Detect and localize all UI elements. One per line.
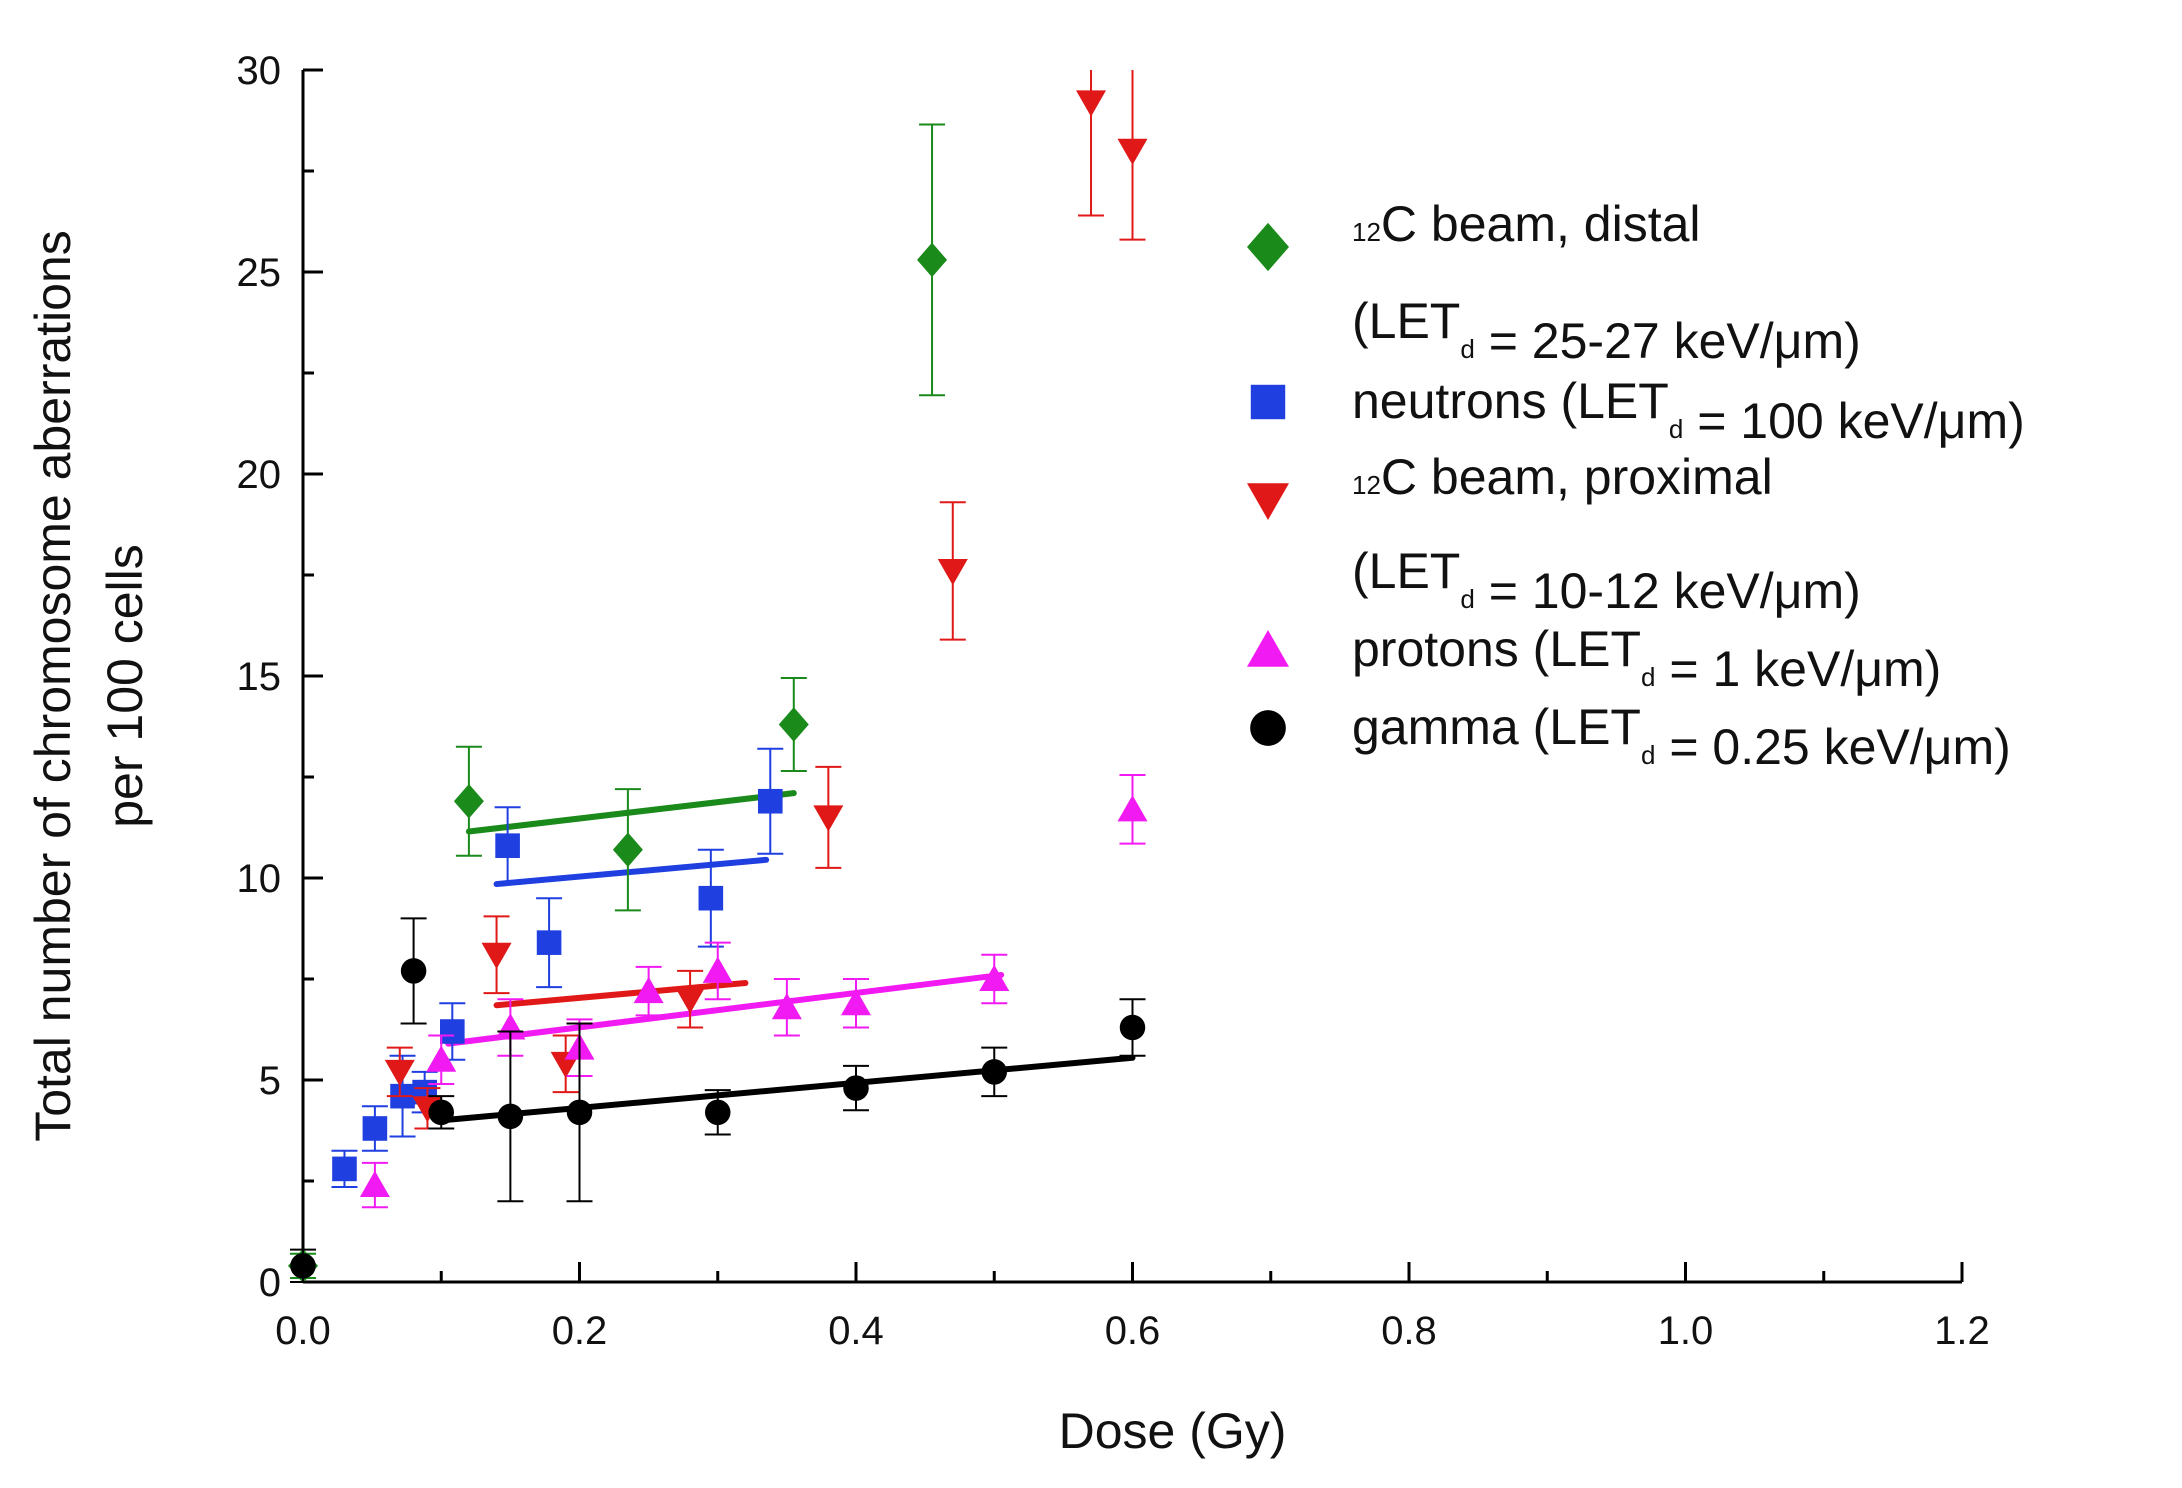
x-axis-title: Dose (Gy) (1059, 1403, 1287, 1459)
data-point-gamma (290, 1253, 316, 1279)
data-point-proximal (675, 987, 706, 1014)
x-tick-label: 0.0 (275, 1309, 331, 1353)
fit-lines (438, 790, 1136, 1124)
x-tick-label: 1.2 (1934, 1309, 1990, 1353)
legend-label-protons: protons (LETd = 1 keV/μm) (1352, 621, 1941, 697)
y-tick-label: 5 (259, 1059, 281, 1103)
data-point-gamma (705, 1099, 731, 1126)
legend-marker-proximal (1247, 483, 1289, 520)
y-tick-label: 10 (237, 857, 282, 901)
data-point-protons (495, 1013, 526, 1040)
y-tick-label: 20 (237, 453, 282, 497)
legend-marker-distal (1247, 222, 1289, 272)
data-point-protons (771, 993, 802, 1020)
x-tick-label: 0.6 (1105, 1309, 1161, 1353)
fit-line-proximal (493, 980, 749, 1009)
data-point-distal (778, 707, 809, 742)
y-axis-title-line-1: Total number of chromosome aberrations (25, 230, 81, 1142)
axes: 0.0 0.2 0.4 0.6 0.8 1.0 1.2 0 5 10 15 20 25 30 (237, 49, 1990, 1353)
data-point-neutrons (536, 930, 562, 955)
legend-marker-gamma (1250, 710, 1286, 746)
legend-label-distal: 12C beam, distal (1352, 196, 1701, 252)
y-tick-label: 30 (237, 49, 282, 93)
data-point-protons (702, 956, 733, 983)
data-point-protons (841, 988, 871, 1016)
series-proximal (384, 70, 1148, 1130)
data-point-protons (426, 1045, 457, 1072)
series-gamma (290, 917, 1146, 1283)
data-point-neutrons (440, 1019, 465, 1044)
fit-line-protons (445, 971, 1005, 1047)
x-tick-label: 0.8 (1381, 1309, 1437, 1353)
x-tick-label: 0.2 (552, 1309, 608, 1353)
legend: 12C beam, distal (LETd = 25-27 keV/μm)neu… (1247, 196, 2025, 775)
y-tick-label: 25 (237, 251, 282, 295)
data-point-gamma (497, 1103, 524, 1130)
x-tick-label: 1.0 (1658, 1309, 1714, 1353)
legend-label-gamma: gamma (LETd = 0.25 keV/μm) (1352, 699, 2011, 775)
data-point-gamma (400, 958, 427, 984)
fit-line-gamma (438, 1054, 1136, 1124)
data-point-gamma (1119, 1014, 1146, 1041)
x-tick-label: 0.4 (828, 1309, 884, 1353)
data-point-protons (1117, 795, 1148, 822)
legend-marker-protons (1247, 630, 1289, 667)
data-point-neutrons (332, 1156, 357, 1182)
data-point-neutrons (757, 788, 783, 814)
series-protons (359, 773, 1148, 1209)
series-neutrons (331, 747, 784, 1189)
data-point-distal (453, 783, 484, 819)
data-point-proximal (1117, 138, 1148, 166)
data-point-gamma (843, 1075, 869, 1101)
data-point-neutrons (698, 885, 724, 911)
data-point-distal (917, 242, 948, 278)
fit-line-neutrons (493, 856, 770, 888)
data-point-gamma (566, 1099, 593, 1126)
data-point-protons (359, 1170, 390, 1198)
fit-line-distal (465, 790, 797, 835)
legend-marker-neutrons (1250, 384, 1286, 420)
data-point-neutrons (362, 1116, 388, 1141)
data-point-proximal (481, 942, 512, 970)
data-points (288, 70, 1148, 1284)
data-point-gamma (428, 1099, 454, 1126)
legend-label-proximal: (LETd = 10-12 keV/μm) (1352, 543, 1861, 619)
data-point-distal (612, 832, 643, 867)
data-point-neutrons (495, 833, 520, 858)
y-tick-label: 15 (237, 655, 282, 699)
data-point-proximal (937, 558, 968, 586)
legend-label-neutrons: neutrons (LETd = 100 keV/μm) (1352, 373, 2025, 449)
y-axis-title-line-2: per 100 cells (97, 544, 153, 828)
data-point-protons (633, 976, 664, 1004)
data-point-proximal (813, 805, 844, 832)
data-point-protons (979, 964, 1010, 991)
y-tick-label: 0 (259, 1261, 281, 1305)
data-point-gamma (981, 1059, 1007, 1085)
data-point-proximal (1076, 90, 1107, 117)
data-point-proximal (384, 1059, 415, 1087)
legend-label-proximal: 12C beam, proximal (1352, 449, 1773, 505)
legend-label-distal: (LETd = 25-27 keV/μm) (1352, 293, 1861, 369)
